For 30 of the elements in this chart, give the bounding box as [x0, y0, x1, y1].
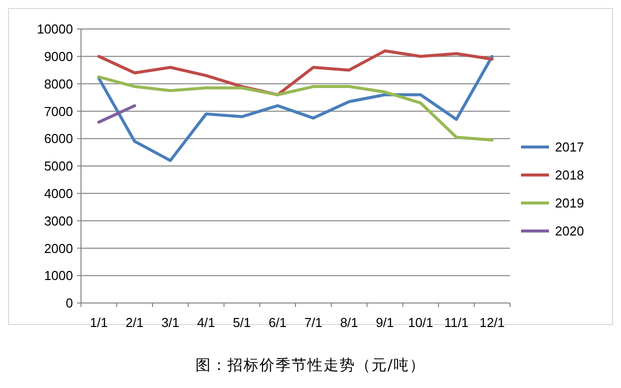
y-tick-label: 5000	[44, 158, 73, 174]
x-tick-label: 3/1	[161, 315, 180, 330]
y-tick-label: 9000	[44, 48, 73, 64]
line-series	[97, 54, 494, 162]
y-tick-label: 10000	[36, 22, 73, 37]
x-tick-label: 11/1	[444, 315, 469, 330]
y-tick-label: 2000	[44, 240, 73, 256]
y-tick-label: 1000	[44, 268, 73, 284]
y-tick-label: 0	[66, 296, 73, 311]
line-series	[97, 75, 494, 142]
x-tick-label: 7/1	[304, 315, 322, 330]
x-tick-label: 2/1	[126, 315, 144, 330]
x-tick-label: 1/1	[90, 315, 108, 330]
x-tick-label: 10/1	[408, 315, 434, 330]
legend-label: 2018	[555, 168, 584, 183]
legend-label: 2019	[555, 196, 584, 211]
x-tick-label: 9/1	[376, 315, 394, 330]
legend-label: 2020	[555, 224, 584, 239]
y-tick-label: 6000	[44, 131, 73, 146]
x-tick-label: 12/1	[479, 315, 505, 330]
legend-label: 2017	[555, 140, 584, 155]
x-tick-label: 6/1	[268, 315, 287, 330]
y-tick-label: 8000	[44, 76, 73, 92]
text: 图：招标价季节性走势（元/吨）	[195, 356, 426, 374]
x-tick-label: 4/1	[197, 315, 216, 330]
y-tick-label: 3000	[44, 213, 73, 228]
x-tick-label: 5/1	[232, 315, 251, 330]
y-tick-label: 7000	[44, 104, 73, 119]
x-tick-label: 8/1	[340, 315, 358, 330]
y-tick-label: 4000	[44, 186, 73, 201]
